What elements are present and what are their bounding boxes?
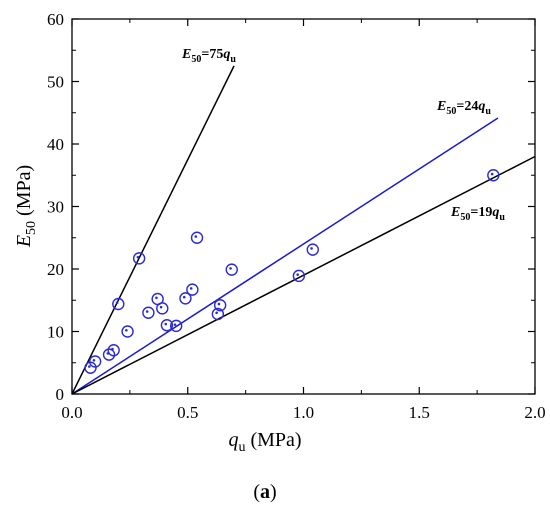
data-point: [142, 306, 155, 319]
y-tick-label: 30: [47, 198, 64, 217]
data-point: [160, 319, 174, 332]
annotation-75qu: E50=75qu: [181, 47, 236, 65]
y-tick-label: 0: [56, 385, 65, 404]
data-point: [211, 307, 225, 321]
y-tick-label: 60: [47, 10, 64, 29]
y-tick-labels: 0 10 20 30 40 50 60: [47, 10, 64, 404]
y-tick-label: 20: [47, 260, 64, 279]
data-point: [132, 252, 146, 265]
data-point: [186, 283, 199, 296]
fit-line-19: [71, 155, 536, 395]
data-point: [169, 319, 183, 333]
data-point: [112, 297, 125, 311]
data-point: [84, 361, 97, 374]
data-point: [292, 269, 306, 283]
x-tick-label: 1.5: [409, 403, 430, 422]
y-axis-title: E50 (MPa): [13, 165, 39, 248]
axis-ticks: [71, 18, 536, 395]
x-tick-label: 2.0: [524, 403, 545, 422]
x-tick-label: 1.0: [293, 403, 314, 422]
x-axis-title: qu (MPa): [228, 429, 301, 455]
fit-line-75: [71, 65, 235, 395]
line-annotations: E50=75qu E50=24qu E50=19qu: [181, 47, 505, 223]
data-point: [190, 231, 204, 244]
data-point: [107, 344, 120, 357]
y-tick-label: 10: [47, 323, 64, 342]
x-tick-label: 0.5: [177, 403, 198, 422]
x-tick-label: 0.0: [61, 403, 82, 422]
data-points: [84, 169, 500, 374]
data-point: [121, 325, 134, 338]
panel-label: (a): [253, 481, 276, 503]
data-point: [306, 243, 319, 256]
data-point: [487, 169, 500, 182]
fit-lines: [71, 65, 536, 395]
y-tick-label: 40: [47, 135, 64, 154]
y-tick-label: 50: [47, 73, 64, 92]
annotation-19qu: E50=19qu: [450, 205, 505, 223]
annotation-24qu: E50=24qu: [436, 99, 491, 117]
fit-line-24: [71, 117, 499, 395]
data-point: [88, 355, 102, 368]
x-tick-labels: 0.0 0.5 1.0 1.5 2.0: [61, 403, 545, 422]
data-point: [179, 292, 192, 305]
data-point: [225, 263, 238, 276]
data-point: [102, 348, 116, 361]
data-point: [156, 302, 169, 315]
data-point: [213, 299, 227, 312]
plot-frame: [71, 18, 536, 395]
